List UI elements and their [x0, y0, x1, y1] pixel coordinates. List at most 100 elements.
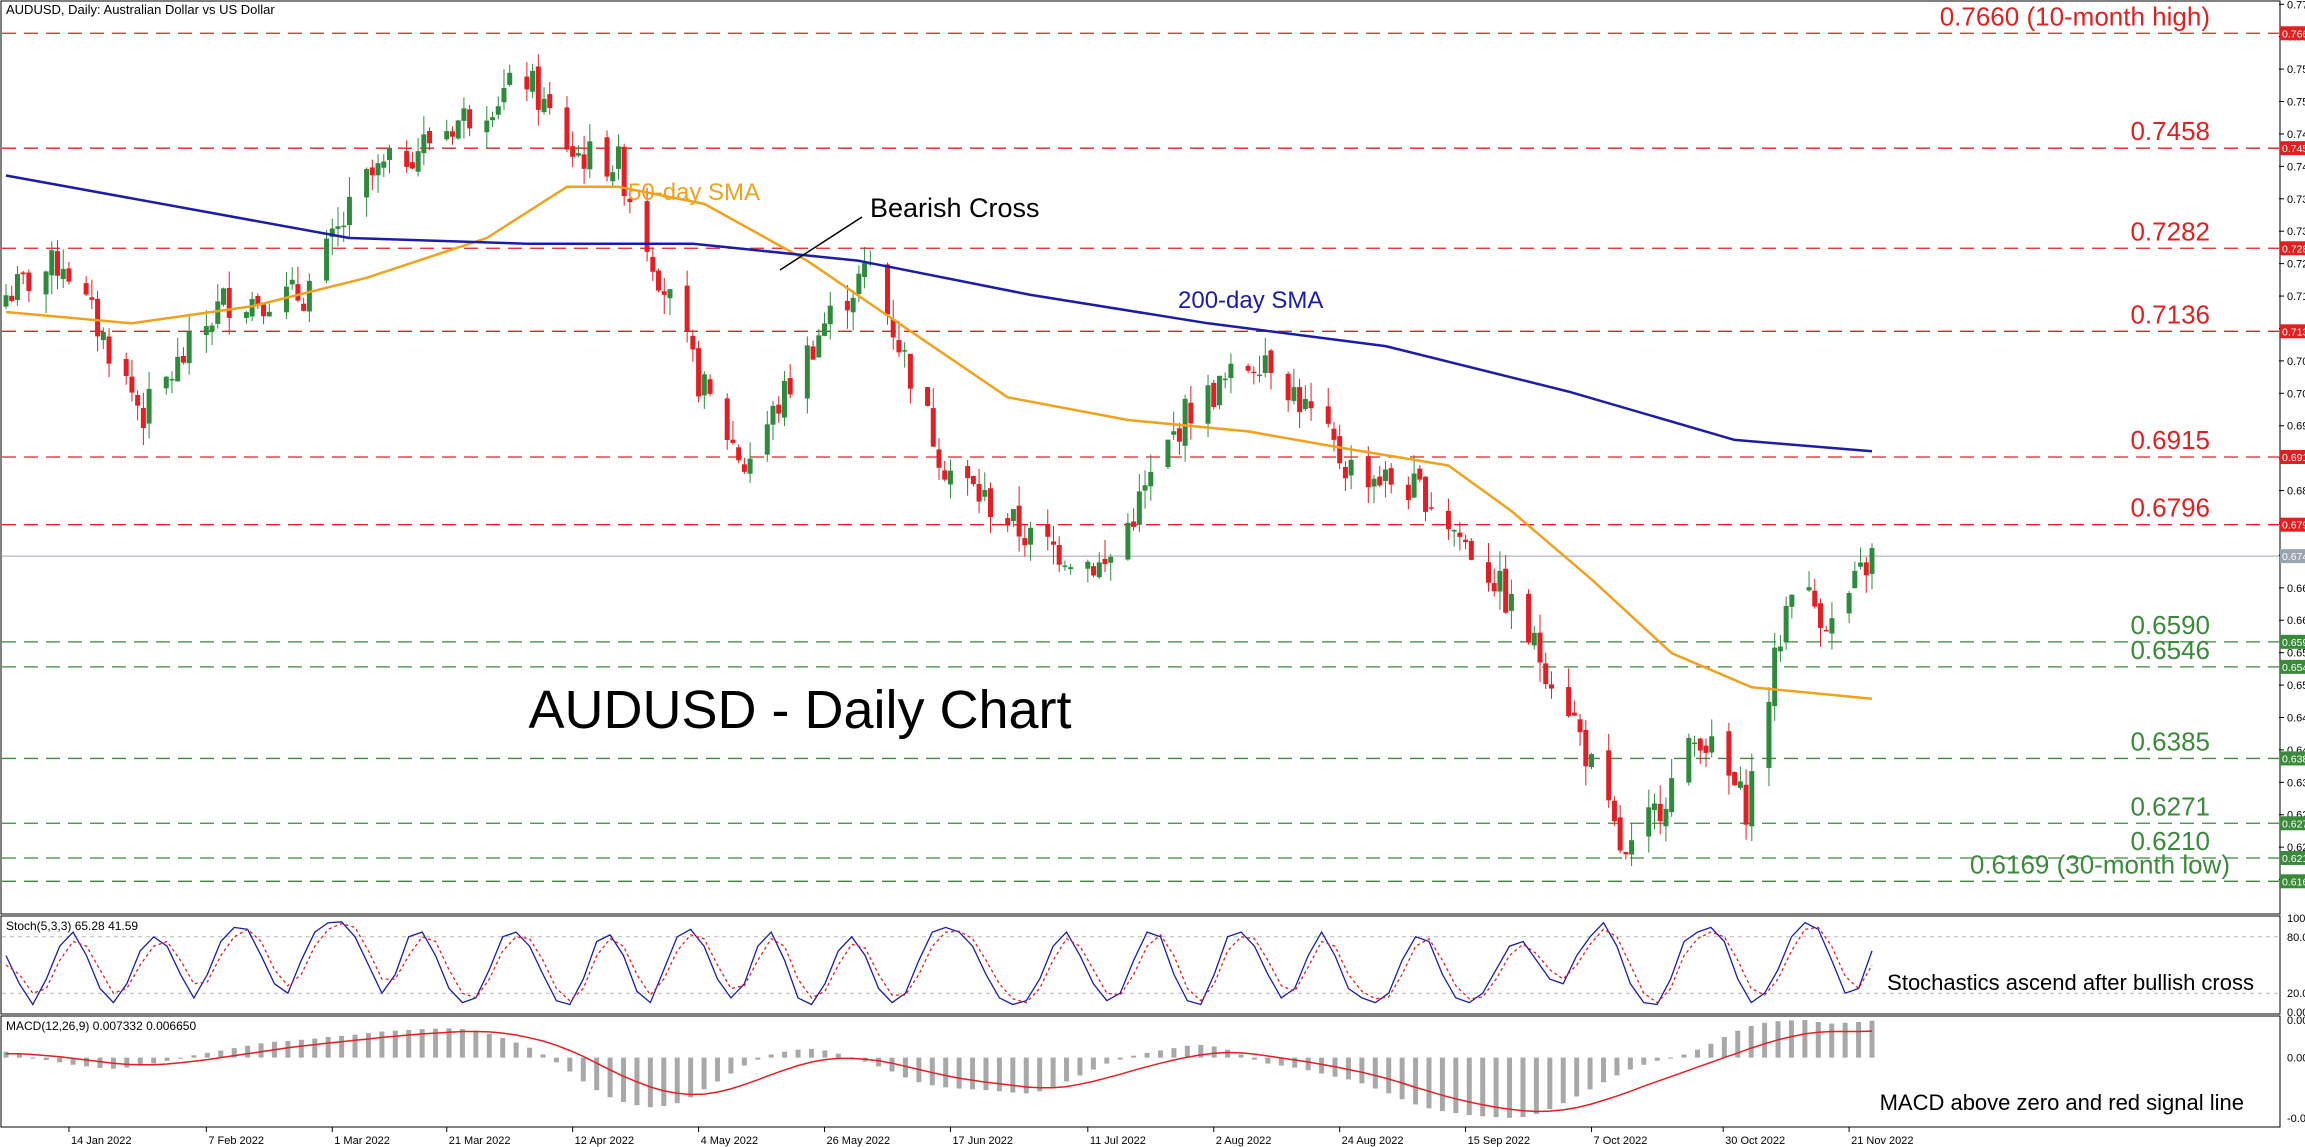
candle-body: [1457, 532, 1463, 537]
macd-histogram-bar: [1077, 1057, 1083, 1076]
candle-body: [1589, 754, 1595, 768]
macd-histogram-bar: [1694, 1049, 1700, 1058]
macd-histogram-bar: [500, 1037, 506, 1058]
macd-histogram-bar: [1721, 1037, 1727, 1058]
candle-body: [902, 350, 908, 352]
current-price-tag: [2280, 549, 2305, 564]
macd-histogram-bar: [446, 1028, 452, 1058]
candle-body: [1531, 632, 1537, 646]
sma200-line: [5, 174, 1873, 453]
y-tick-label: 0.72550: [2287, 259, 2305, 271]
main-chart-title: AUDUSD - Daily Chart: [528, 680, 1071, 740]
x-tick-label: 17 Jun 2022: [952, 1135, 1013, 1147]
candle-body: [1548, 684, 1554, 689]
candle-body: [764, 424, 770, 455]
candle-body: [684, 285, 690, 332]
candle-body: [925, 387, 931, 406]
level-label: 0.6271: [2130, 791, 2210, 821]
candle-body: [1651, 803, 1657, 811]
candle-body: [1629, 840, 1635, 855]
macd-histogram-bar: [567, 1057, 573, 1072]
candle-body: [1669, 778, 1675, 813]
stoch-tick-label: 80.00: [2287, 932, 2305, 944]
x-tick-label: 1 Mar 2022: [334, 1135, 390, 1147]
macd-histogram-bar: [1305, 1057, 1311, 1071]
candle-body: [249, 298, 255, 317]
candle-body: [827, 305, 833, 325]
candle-body: [1697, 738, 1703, 751]
macd-histogram-bar: [204, 1052, 210, 1058]
candle-body: [822, 323, 828, 336]
candle-body: [1817, 603, 1823, 628]
candle-body: [364, 168, 370, 198]
candle-body: [9, 295, 15, 301]
candle-body: [1692, 742, 1698, 745]
candle-body: [1852, 570, 1858, 589]
candle-body: [3, 295, 9, 307]
candle-body: [1268, 350, 1274, 374]
candle-body: [1371, 478, 1377, 487]
candle-body: [1411, 473, 1417, 498]
candle-body: [1028, 527, 1034, 545]
candle-body: [266, 311, 272, 317]
macd-histogram-bar: [1023, 1057, 1029, 1094]
level-label: 0.7282: [2130, 216, 2210, 246]
candle-body: [20, 272, 26, 275]
macd-histogram-bar: [379, 1031, 385, 1058]
macd-histogram-bar: [647, 1057, 653, 1108]
x-tick-label: 12 Apr 2022: [575, 1135, 634, 1147]
x-tick-label: 11 Jul 2022: [1090, 1135, 1146, 1147]
candle-body: [650, 256, 656, 272]
macd-histogram-bar: [325, 1037, 331, 1058]
level-price-tag: [2280, 874, 2305, 889]
candle-body: [295, 284, 301, 301]
macd-histogram-bar: [57, 1057, 63, 1063]
candle-body: [1211, 382, 1217, 407]
x-tick-label: 21 Nov 2022: [1851, 1135, 1913, 1147]
macd-histogram-bar: [1184, 1045, 1190, 1058]
candle-body: [621, 146, 627, 197]
candle-body: [60, 268, 66, 280]
candle-body: [83, 283, 89, 295]
candle-body: [1010, 509, 1016, 522]
candle-body: [1463, 539, 1469, 543]
candle-body: [736, 447, 742, 461]
candle-body: [180, 355, 186, 363]
macd-histogram-bar: [956, 1057, 962, 1089]
macd-histogram-bar: [527, 1047, 533, 1058]
candle-body: [89, 297, 95, 300]
macd-histogram-bar: [889, 1057, 895, 1072]
candle-body: [387, 147, 393, 160]
candle-body: [1222, 378, 1228, 381]
candle-body: [1068, 567, 1074, 570]
candle-body: [1709, 736, 1715, 753]
level-label: 0.6210: [2130, 826, 2210, 856]
macd-histogram-bar: [1788, 1020, 1794, 1058]
x-tick-label: 7 Oct 2022: [1594, 1135, 1648, 1147]
x-tick-label: 21 Mar 2022: [449, 1135, 511, 1147]
macd-histogram-bar: [1614, 1057, 1620, 1076]
macd-histogram-bar: [1802, 1019, 1808, 1058]
macd-histogram-bar: [365, 1033, 371, 1058]
candle-body: [661, 291, 667, 295]
level-label: 0.6169 (30-month low): [1970, 849, 2230, 879]
candle-body: [1789, 594, 1795, 607]
macd-title: MACD(12,26,9) 0.007332 0.006650: [6, 1019, 196, 1033]
candle-body: [1176, 428, 1182, 442]
candle-body: [283, 286, 289, 313]
level-label: 0.7660 (10-month high): [1940, 1, 2210, 31]
macd-histogram-bar: [124, 1057, 130, 1068]
candle-body: [1858, 562, 1864, 567]
macd-histogram-bar: [1681, 1054, 1687, 1058]
candle-body: [55, 251, 61, 276]
candle-body: [1062, 565, 1068, 568]
candle-body: [1623, 852, 1629, 855]
macd-histogram-bar: [1090, 1057, 1096, 1070]
candle-body: [535, 66, 541, 110]
candle-body: [970, 476, 976, 485]
macd-histogram-bar: [339, 1035, 345, 1058]
candle-body: [449, 131, 455, 137]
